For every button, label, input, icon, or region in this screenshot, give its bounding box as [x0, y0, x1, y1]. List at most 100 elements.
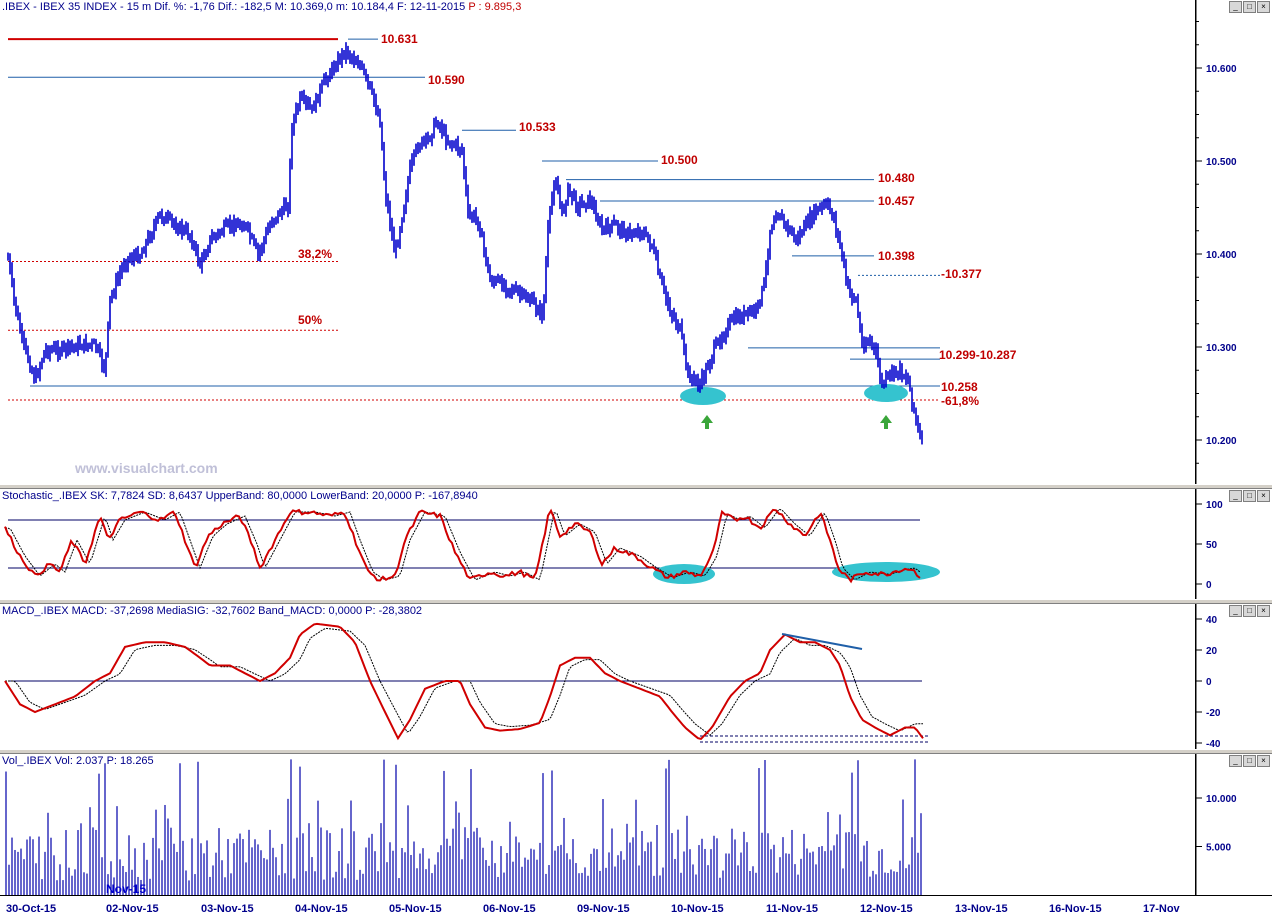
volume-window-buttons: _ □ ×	[1229, 755, 1270, 767]
level-label-10258: 10.258	[941, 380, 978, 394]
x-label-11-nov: 11-Nov-15	[766, 903, 818, 915]
price-plot-area[interactable]: 10.631 10.590 10.533 10.500 10.480 10.457 10.3…	[0, 0, 1196, 484]
fib-label-50: 50%	[298, 313, 322, 327]
y-tick-label: 10.500	[1206, 157, 1237, 168]
restore-button[interactable]: □	[1243, 605, 1256, 617]
x-label-06-nov: 06-Nov-15	[483, 903, 536, 915]
level-label-10457: 10.457	[878, 194, 915, 208]
macd-plot-area[interactable]	[0, 604, 1196, 749]
y-tick-label: 0	[1206, 580, 1212, 591]
volume-header: Vol_.IBEX Vol: 2.037 P: 18.265	[2, 754, 154, 768]
volume-plot-area[interactable]	[0, 754, 1196, 895]
stochastic-plot-area[interactable]	[0, 489, 1196, 599]
restore-button[interactable]: □	[1243, 755, 1256, 767]
level-label-10500: 10.500	[661, 153, 698, 167]
level-label-10377: -10.377	[941, 267, 982, 281]
volume-header-text: Vol_.IBEX Vol: 2.037 P: 18.265	[2, 755, 154, 767]
volume-pane: Vol_.IBEX Vol: 2.037 P: 18.265 _ □ × 10.…	[0, 754, 1272, 896]
restore-button[interactable]: □	[1243, 1, 1256, 13]
y-tick-label: -20	[1206, 708, 1221, 719]
oversold-highlight-1	[653, 564, 715, 584]
minimize-button[interactable]: _	[1229, 1, 1242, 13]
level-label-10533: 10.533	[519, 120, 556, 134]
y-tick-label: 100	[1206, 500, 1223, 511]
arrow-up-icon	[701, 415, 713, 429]
x-label-13-nov: 13-Nov-15	[955, 903, 1008, 915]
support-highlight-1	[680, 387, 726, 405]
level-label-10590: 10.590	[428, 73, 465, 87]
price-window-buttons: _ □ ×	[1229, 1, 1270, 13]
close-button[interactable]: ×	[1257, 490, 1270, 502]
support-highlight-2	[864, 384, 908, 402]
sk-line	[4, 508, 921, 584]
price-y-axis-ticks: 10.600 10.500 10.400 10.300 10.200	[1196, 0, 1237, 484]
x-label-09-nov: 09-Nov-15	[577, 903, 630, 915]
month-label: Nov-15	[106, 882, 147, 896]
y-tick-label: 5.000	[1206, 843, 1231, 854]
arrow-up-icon	[880, 415, 892, 429]
y-tick-label: 10.200	[1206, 436, 1237, 447]
fib-label-618: -61,8%	[941, 394, 979, 408]
x-label-12-nov: 12-Nov-15	[860, 903, 913, 915]
sd-line	[5, 508, 921, 581]
level-label-10480: 10.480	[878, 171, 915, 185]
macd-y-axis: 40 20 0 -20 -40	[1196, 604, 1272, 749]
volume-chart	[5, 759, 922, 895]
x-label-10-nov: 10-Nov-15	[671, 903, 724, 915]
close-button[interactable]: ×	[1257, 1, 1270, 13]
close-button[interactable]: ×	[1257, 605, 1270, 617]
stochastic-y-axis-ticks: 100 50 0	[1196, 489, 1223, 599]
stochastic-y-axis: 100 50 0	[1196, 489, 1272, 599]
y-tick-label: 10.300	[1206, 343, 1237, 354]
y-tick-label: 10.000	[1206, 794, 1237, 805]
macd-y-axis-ticks: 40 20 0 -20 -40	[1196, 604, 1221, 749]
macd-header-text: MACD_.IBEX MACD: -37,2698 MediaSIG: -32,…	[2, 605, 423, 617]
price-y-axis: 10.600 10.500 10.400 10.300 10.200	[1196, 0, 1272, 484]
pane-separator-1[interactable]	[0, 484, 1272, 489]
x-label-03-nov: 03-Nov-15	[201, 903, 254, 915]
x-label-05-nov: 05-Nov-15	[389, 903, 442, 915]
signal-line	[5, 627, 923, 736]
pane-separator-2[interactable]	[0, 599, 1272, 604]
price-chart: 10.631 10.590 10.533 10.500 10.480 10.457 10.3…	[7, 32, 1017, 445]
price-header-symbol: .IBEX - IBEX 35 INDEX - 15 m	[2, 1, 152, 13]
stochastic-chart	[4, 508, 940, 584]
x-axis	[0, 895, 1272, 918]
oversold-highlight-2	[832, 562, 940, 582]
macd-window-buttons: _ □ ×	[1229, 605, 1270, 617]
fib-label-382: 38,2%	[298, 247, 332, 261]
macd-chart	[4, 622, 930, 743]
stochastic-header-text: Stochastic_.IBEX SK: 7,7824 SD: 8,6437 U…	[2, 490, 478, 502]
x-label-02-nov: 02-Nov-15	[106, 903, 159, 915]
x-label-17-nov: 17-Nov	[1143, 903, 1180, 915]
y-tick-label: 40	[1206, 615, 1218, 626]
level-label-10299-10287: 10.299-10.287	[939, 348, 1017, 362]
y-tick-label: 0	[1206, 677, 1212, 688]
watermark: www.visualchart.com	[75, 460, 218, 476]
stochastic-window-buttons: _ □ ×	[1229, 490, 1270, 502]
minimize-button[interactable]: _	[1229, 605, 1242, 617]
volume-y-axis-ticks: 10.000 5.000	[1196, 754, 1237, 895]
macd-line	[4, 622, 924, 741]
macd-pane: MACD_.IBEX MACD: -37,2698 MediaSIG: -32,…	[0, 604, 1272, 749]
close-button[interactable]: ×	[1257, 755, 1270, 767]
x-label-30-oct: 30-Oct-15	[6, 903, 57, 915]
price-header: .IBEX - IBEX 35 INDEX - 15 m Dif. %: -1,…	[2, 0, 521, 14]
minimize-button[interactable]: _	[1229, 755, 1242, 767]
price-header-p: P : 9.895,3	[468, 1, 522, 13]
x-label-04-nov: 04-Nov-15	[295, 903, 348, 915]
restore-button[interactable]: □	[1243, 490, 1256, 502]
level-label-10631: 10.631	[381, 32, 418, 46]
divergence-trendline	[781, 633, 863, 650]
volume-y-axis: 10.000 5.000	[1196, 754, 1272, 895]
y-tick-label: 10.400	[1206, 250, 1237, 261]
y-tick-label: 20	[1206, 646, 1218, 657]
y-tick-label: 10.600	[1206, 64, 1237, 75]
y-tick-label: -40	[1206, 739, 1221, 749]
minimize-button[interactable]: _	[1229, 490, 1242, 502]
macd-header: MACD_.IBEX MACD: -37,2698 MediaSIG: -32,…	[2, 604, 422, 618]
stochastic-pane: Stochastic_.IBEX SK: 7,7824 SD: 8,6437 U…	[0, 489, 1272, 599]
x-label-16-nov: 16-Nov-15	[1049, 903, 1102, 915]
pane-separator-3[interactable]	[0, 749, 1272, 754]
level-label-10398: 10.398	[878, 249, 915, 263]
